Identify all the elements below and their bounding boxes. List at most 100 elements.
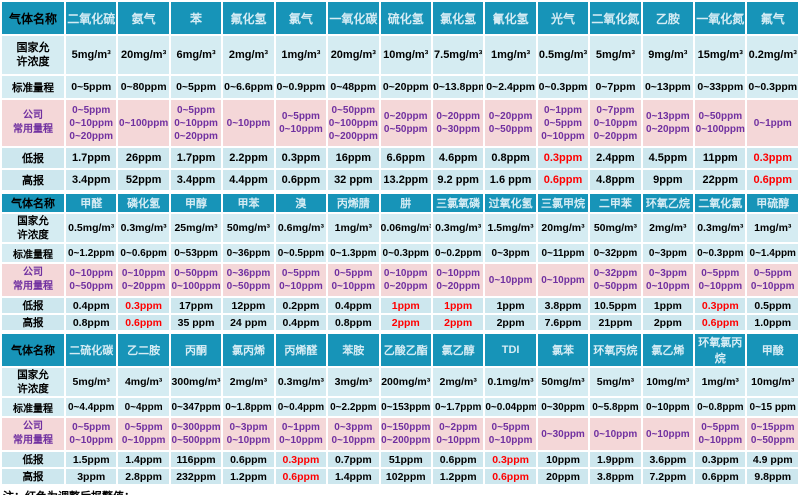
footnote: 注：红色为调整后报警值； <box>0 486 800 495</box>
low-alarm-value: 10ppm <box>537 452 589 467</box>
gas-name-header: 硫化氢 <box>380 2 431 34</box>
gas-name-header: 乙酸乙酯 <box>380 334 431 366</box>
low-alarm-value: 1.7ppm <box>66 148 117 168</box>
high-alarm-value: 0.6ppm <box>275 469 327 484</box>
low-alarm-value: 17ppm <box>170 298 222 313</box>
company-range-values: 0~5ppm 0~10ppm <box>747 264 798 296</box>
company-range-line: 0~32ppm <box>593 268 638 279</box>
low-alarm-value: 3.8ppm <box>537 298 589 313</box>
standard-range-value: 0~0.6ppm <box>118 244 169 262</box>
national-limit-value: 7.5mg/m³ <box>432 36 484 74</box>
company-range-line: 0~20ppm <box>174 130 218 142</box>
low-alarm-value: 1ppm <box>432 298 484 313</box>
company-range-values: 0~50ppm 0~100ppm 0~200ppm <box>328 100 379 146</box>
low-alarm-value: 4.6ppm <box>432 148 484 168</box>
gas-name-header: 环氧丙烷 <box>590 334 641 366</box>
high-alarm-value: 2ppm <box>642 315 694 330</box>
standard-range-value: 0~0.3ppm <box>695 244 746 262</box>
national-limit-value: 0.6mg/m³ <box>275 214 327 242</box>
row-label-high-alarm: 高报 <box>2 315 64 330</box>
gas-name-header: 丙烯醛 <box>275 334 327 366</box>
low-alarm-value: 3.6ppm <box>642 452 694 467</box>
company-range-line: 0~5ppm <box>281 111 320 122</box>
company-range-line: 0~10ppm <box>698 435 743 446</box>
company-range-line: 0~200ppm <box>381 435 431 446</box>
row-label-low-alarm: 低报 <box>2 298 64 313</box>
row-label-company-range-line: 常用量程 <box>13 124 53 135</box>
company-range-values: 0~20ppm 0~50ppm <box>380 100 431 146</box>
national-limit-value: 10mg/m³ <box>380 36 431 74</box>
low-alarm-value: 26ppm <box>118 148 169 168</box>
low-alarm-value: 2.2ppm <box>223 148 274 168</box>
low-alarm-value: 51ppm <box>380 452 431 467</box>
standard-range-value: 0~13.8ppm <box>432 76 484 98</box>
row-label-company-range: 公司 常用量程 <box>2 418 64 450</box>
standard-range-value: 0~30ppm <box>537 398 589 416</box>
row-label-low-alarm: 低报 <box>2 452 64 467</box>
company-range-values: 0~5ppm 0~10ppm <box>695 264 746 296</box>
low-alarm-value: 0.3ppm <box>275 452 327 467</box>
high-alarm-value: 4.8ppm <box>590 170 641 190</box>
row-label-company-range-line: 常用量程 <box>13 435 53 446</box>
standard-range-value: 0~5.8ppm <box>590 398 641 416</box>
company-range-line: 0~10ppm <box>69 268 114 279</box>
standard-range-value: 0~1.7ppm <box>432 398 484 416</box>
company-range-values: 0~20ppm 0~50ppm <box>485 100 536 146</box>
high-alarm-value: 232ppm <box>170 469 222 484</box>
national-limit-value: 15mg/m³ <box>695 36 746 74</box>
company-range-values: 0~10ppm 0~20ppm <box>432 264 484 296</box>
company-range-values: 0~50ppm 0~100ppm <box>170 264 222 296</box>
company-range-values: 0~10ppm <box>485 264 536 296</box>
national-limit-value: 2mg/m³ <box>642 214 694 242</box>
gas-name-header: 光气 <box>537 2 589 34</box>
national-limit-value: 200mg/m³ <box>380 368 431 396</box>
high-alarm-value: 2ppm <box>432 315 484 330</box>
company-range-line: 0~50ppm <box>488 124 533 135</box>
national-limit-value: 2mg/m³ <box>223 368 274 396</box>
company-range-values: 0~5ppm 0~10ppm <box>485 418 536 450</box>
standard-range-value: 0~0.9ppm <box>275 76 327 98</box>
company-range-line: 0~10ppm <box>279 124 323 135</box>
national-limit-value: 5mg/m³ <box>66 368 117 396</box>
gas-name-header: 甲醛 <box>66 194 117 212</box>
row-label-standard-range: 标准量程 <box>2 398 64 416</box>
standard-range-value: 0~5ppm <box>66 76 117 98</box>
row-label-standard-range: 标准量程 <box>2 244 64 262</box>
company-range-line: 0~10ppm <box>436 268 480 279</box>
national-limit-value: 25mg/m³ <box>170 214 222 242</box>
row-label-high-alarm: 高报 <box>2 469 64 484</box>
gas-name-header: 氯乙醇 <box>432 334 484 366</box>
national-limit-value: 1mg/m³ <box>485 36 536 74</box>
row-label-company-range-line: 公司 <box>23 421 43 432</box>
high-alarm-value: 102ppm <box>380 469 431 484</box>
company-range-values: 0~3ppm 0~10ppm <box>328 418 379 450</box>
high-alarm-value: 2.8ppm <box>118 469 169 484</box>
national-limit-value: 0.5mg/m³ <box>66 214 117 242</box>
company-range-values: 0~36ppm 0~50ppm <box>223 264 274 296</box>
gas-name-header: 二甲苯 <box>590 194 641 212</box>
standard-range-value: 0~1.8ppm <box>223 398 274 416</box>
gas-name-header: 环氧氯丙烷 <box>695 334 746 366</box>
national-limit-value: 1mg/m³ <box>695 368 746 396</box>
standard-range-value: 0~0.4ppm <box>275 398 327 416</box>
gas-name-header: 溴 <box>275 194 327 212</box>
gas-name-header: 三氯甲烷 <box>537 194 589 212</box>
national-limit-value: 1mg/m³ <box>328 214 379 242</box>
gas-table-section-1: 气体名称 二氧化硫 氨气苯氟化氢 氯气 一氧化碳 硫化氢 氯化氢 氰化氢 光气 二氧化氮 乙胺 一氧化… <box>0 0 800 192</box>
high-alarm-value: 7.2ppm <box>642 469 694 484</box>
high-alarm-value: 1.2ppm <box>432 469 484 484</box>
company-range-values: 0~5ppm 0~10ppm <box>695 418 746 450</box>
low-alarm-value: 1ppm <box>642 298 694 313</box>
company-range-line: 0~500ppm <box>171 435 221 446</box>
low-alarm-value: 0.3ppm <box>747 148 798 168</box>
company-range-line: 0~10ppm <box>279 281 323 292</box>
gas-name-header: 肼 <box>380 194 431 212</box>
low-alarm-value: 0.4ppm <box>328 298 379 313</box>
company-range-values: 0~5ppm 0~10ppm <box>118 418 169 450</box>
company-range-line: 0~5ppm <box>72 422 111 433</box>
row-label-gas-name: 气体名称 <box>2 2 64 34</box>
high-alarm-value: 4.4ppm <box>223 170 274 190</box>
low-alarm-value: 1.4ppm <box>118 452 169 467</box>
company-range-line: 0~30ppm <box>541 428 585 440</box>
company-range-line: 0~5ppm <box>543 117 583 129</box>
